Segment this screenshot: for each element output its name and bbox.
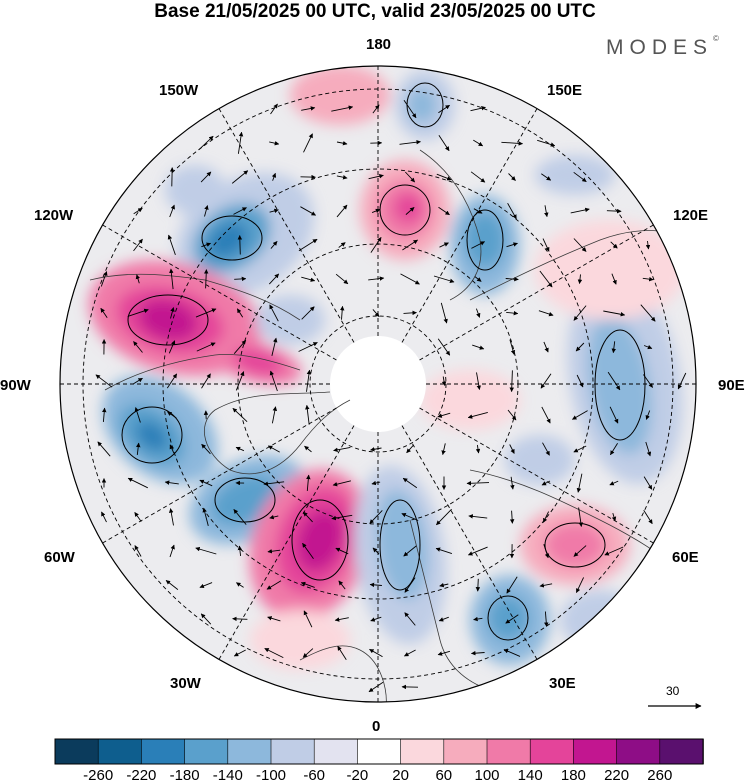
lon-label-60w: 60W <box>44 550 75 566</box>
pole-hole <box>330 336 426 432</box>
lon-label-60e: 60E <box>672 550 699 566</box>
colorbar-swatch <box>573 739 617 764</box>
wind-arrow <box>478 579 479 591</box>
colorbar-tick-label: -140 <box>213 767 243 784</box>
lon-label-90e: 90E <box>718 378 745 394</box>
colorbar-swatch <box>271 739 315 764</box>
colorbar-tick-label: 260 <box>647 767 672 784</box>
colorbar-tick-label: 60 <box>435 767 452 784</box>
anomaly-cell <box>255 295 325 345</box>
lon-label-180: 180 <box>366 37 391 53</box>
colorbar-tick-label: 180 <box>561 767 586 784</box>
anomaly-cell <box>250 610 350 670</box>
colorbar-swatch <box>98 739 142 764</box>
colorbar-swatch <box>357 739 401 764</box>
colorbar-swatch <box>55 739 99 764</box>
colorbar-tick-label: 140 <box>518 767 543 784</box>
lon-label-90w: 90W <box>0 378 31 394</box>
lon-label-120w: 120W <box>34 208 73 224</box>
colorbar-swatch <box>314 739 358 764</box>
anomaly-cell <box>407 87 437 123</box>
colorbar <box>55 739 704 764</box>
anomaly-cell <box>165 165 225 215</box>
colorbar-swatch <box>444 739 488 764</box>
colorbar-swatch <box>530 739 574 764</box>
lon-label-120e: 120E <box>673 208 708 224</box>
colorbar-tick-label: 220 <box>604 767 629 784</box>
anomaly-cell <box>505 435 575 485</box>
anomaly-cell <box>394 193 422 223</box>
colorbar-tick-label: 20 <box>392 767 409 784</box>
anomaly-cell <box>535 155 615 195</box>
colorbar-swatch <box>617 739 661 764</box>
field-layer <box>50 60 710 720</box>
colorbar-swatch <box>185 739 229 764</box>
wind-arrow <box>233 619 248 620</box>
colorbar-tick-label: -220 <box>126 767 156 784</box>
colorbar-tick-label: -20 <box>347 767 369 784</box>
colorbar-swatch <box>141 739 185 764</box>
anomaly-cell <box>420 370 520 430</box>
colorbar-tick-label: 100 <box>474 767 499 784</box>
wind-arrow <box>607 211 621 212</box>
colorbar-swatch <box>228 739 272 764</box>
colorbar-tick-label: -60 <box>303 767 325 784</box>
reference-vector-label: 30 <box>666 684 679 698</box>
colorbar-swatch <box>660 739 704 764</box>
colorbar-swatch <box>487 739 531 764</box>
lon-label-150e: 150E <box>547 83 582 99</box>
wind-arrow <box>240 236 241 255</box>
lon-label-150w: 150W <box>159 83 198 99</box>
colorbar-tick-label: -100 <box>256 767 286 784</box>
colorbar-swatch <box>401 739 445 764</box>
colorbar-tick-label: -260 <box>83 767 113 784</box>
colorbar-tick-label: -180 <box>170 767 200 784</box>
anomaly-cell <box>560 590 640 650</box>
lon-label-0: 0 <box>372 719 380 735</box>
lon-label-30e: 30E <box>549 676 576 692</box>
wind-arrow <box>234 279 246 280</box>
lon-label-30w: 30W <box>170 676 201 692</box>
